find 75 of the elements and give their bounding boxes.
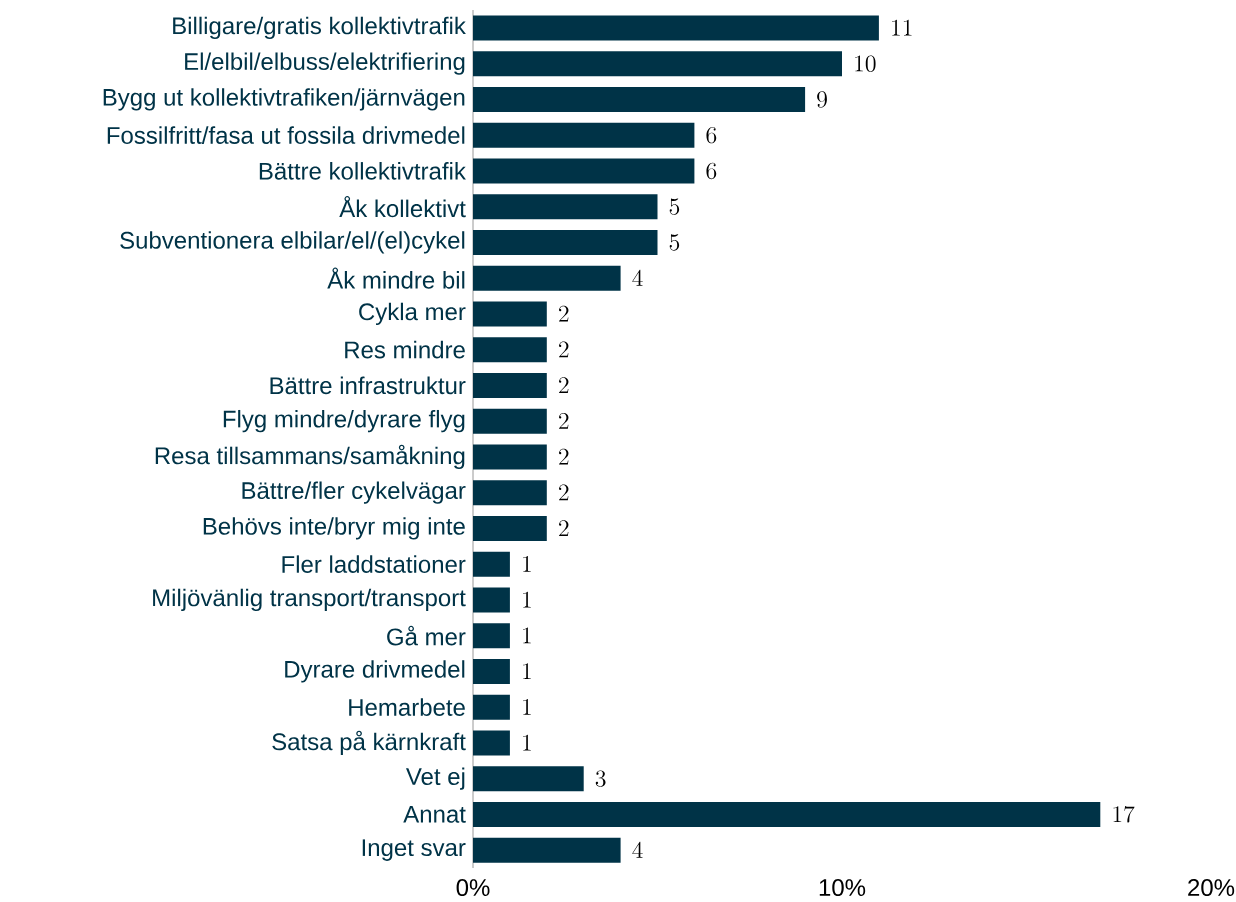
y-tick-label: Åk mindre bil — [327, 267, 465, 289]
bar — [473, 86, 806, 112]
data-label: 1 — [523, 663, 531, 680]
data-label: 1 — [523, 555, 531, 572]
data-label: 10 — [855, 55, 876, 72]
data-label: 2 — [559, 377, 569, 394]
y-tick-label: Dyrare drivmedel — [285, 660, 465, 683]
data-label: 2 — [559, 341, 569, 358]
y-tick-label: El/elbil/elbuss/elektrifiering — [185, 52, 465, 75]
x-tick-label: 10% — [819, 879, 866, 897]
bar — [473, 301, 547, 327]
data-label: 2 — [559, 412, 569, 429]
y-tick-label: Fossilfritt/fasa ut fossila drivmedel — [107, 126, 465, 144]
y-tick-label: Miljövänlig transport/transport — [153, 588, 466, 612]
bar — [473, 801, 1101, 827]
data-label: 2 — [559, 305, 569, 322]
y-tick-label: Billigare/gratis kollektivtrafik — [173, 16, 466, 40]
y-tick-label: Gå mer — [387, 625, 466, 646]
data-label: 6 — [706, 126, 717, 144]
data-label: 17 — [1113, 805, 1135, 823]
bar — [473, 658, 510, 684]
data-label: 4 — [632, 269, 643, 286]
y-tick-label: Annat — [403, 806, 466, 823]
data-label: 2 — [559, 448, 569, 465]
y-tick-label: Res mindre — [345, 340, 465, 359]
bar — [473, 694, 510, 720]
y-tick-label: Inget svar — [362, 839, 466, 861]
x-tick-label: 0% — [456, 879, 490, 897]
data-label: 2 — [559, 520, 569, 537]
data-label: 1 — [523, 591, 531, 608]
bar — [473, 623, 510, 649]
bar — [473, 15, 879, 41]
bar — [473, 515, 547, 541]
bar — [473, 587, 510, 613]
y-tick-label: Bättre infrastruktur — [270, 376, 466, 395]
y-tick-label: Cykla mer — [359, 302, 466, 326]
y-tick-label: Åk kollektivt — [339, 196, 466, 218]
bar — [473, 408, 547, 434]
data-label: 3 — [595, 770, 606, 787]
bar — [473, 372, 547, 398]
data-label: 1 — [523, 627, 531, 644]
bar — [473, 158, 695, 184]
bar — [473, 229, 658, 255]
bar — [473, 730, 510, 756]
bar — [473, 337, 547, 363]
y-tick-label: Bättre/fler cykelvägar — [242, 481, 466, 504]
y-tick-label: Subventionera elbilar/el/(el)cykel — [120, 231, 465, 254]
y-tick-label: Vet ej — [405, 767, 465, 790]
data-label: 11 — [892, 19, 912, 36]
data-label: 5 — [669, 234, 680, 251]
y-tick-label: Flyg mindre/dyrare flyg — [223, 409, 465, 433]
data-label: 6 — [706, 162, 717, 180]
bar — [473, 194, 658, 220]
data-label: 1 — [523, 698, 531, 715]
bar — [473, 766, 584, 792]
y-tick-label: Behövs inte/bryr mig inte — [203, 517, 465, 540]
y-tick-label: Hemarbete — [349, 698, 465, 716]
bar — [473, 837, 621, 863]
data-label: 5 — [669, 198, 680, 215]
bar — [473, 51, 842, 77]
bar — [473, 122, 695, 148]
bar — [473, 444, 547, 470]
bar — [473, 480, 547, 506]
y-tick-label: Bättre kollektivtrafik — [259, 162, 466, 180]
data-label: 9 — [817, 91, 827, 108]
y-tick-label: Resa tillsammans/samåkning — [155, 444, 465, 470]
y-tick-label: Bygg ut kollektivtrafiken/järnvägen — [103, 88, 465, 111]
data-label: 1 — [523, 734, 531, 751]
y-tick-label: Fler laddstationer — [282, 555, 466, 573]
y-tick-label: Satsa på kärnkraft — [272, 730, 466, 756]
x-tick-label: 20% — [1188, 879, 1235, 897]
bar — [473, 265, 621, 291]
bar — [473, 551, 510, 577]
data-label: 2 — [559, 484, 569, 501]
data-label: 4 — [632, 841, 643, 858]
